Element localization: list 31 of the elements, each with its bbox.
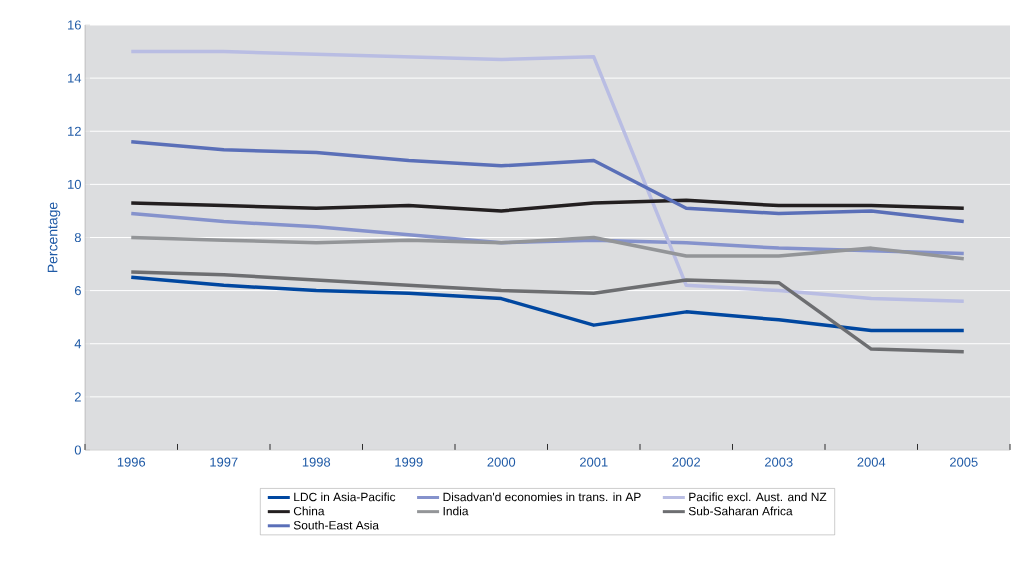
x-tick-label: 2002 <box>672 457 700 467</box>
line-series <box>129 198 966 213</box>
y-tick-label: 6 <box>74 286 81 296</box>
x-tick-label: 2001 <box>580 457 608 467</box>
x-tick-label: 1996 <box>117 457 146 467</box>
legend-label: China <box>293 506 325 516</box>
line-series <box>129 140 966 224</box>
y-tick-label: 12 <box>68 126 81 136</box>
legend-label: Sub-Saharan Africa <box>688 506 793 516</box>
y-tick-label: 10 <box>68 179 81 189</box>
x-tick-label: 2003 <box>765 457 793 467</box>
x-tick-label: 2005 <box>950 457 978 467</box>
y-tick-label: 4 <box>74 339 82 349</box>
y-tick-label: 2 <box>74 392 81 402</box>
x-tick-label: 2004 <box>857 457 886 467</box>
y-axis-title: Percentage <box>47 202 61 273</box>
y-tick-label: 8 <box>74 232 81 243</box>
legend-label: Pacific excl. Aust. and NZ <box>689 492 827 502</box>
y-tick-label: 0 <box>74 445 81 455</box>
legend-label: India <box>443 506 469 516</box>
y-tick-label: 14 <box>68 73 82 83</box>
legend-label: LDC in Asia-Pacific <box>294 492 396 502</box>
x-tick-label: 2000 <box>487 457 516 467</box>
line-series <box>129 275 966 333</box>
legend-label: Disadvan'd economies in trans. in AP <box>443 492 641 502</box>
legend-label: South-East Asia <box>293 520 379 530</box>
x-tick-label: 1998 <box>302 457 331 467</box>
x-tick-label: 1997 <box>210 457 238 467</box>
y-tick-label: 16 <box>68 20 81 30</box>
x-tick-label: 1999 <box>395 457 423 467</box>
line-series <box>129 235 966 261</box>
